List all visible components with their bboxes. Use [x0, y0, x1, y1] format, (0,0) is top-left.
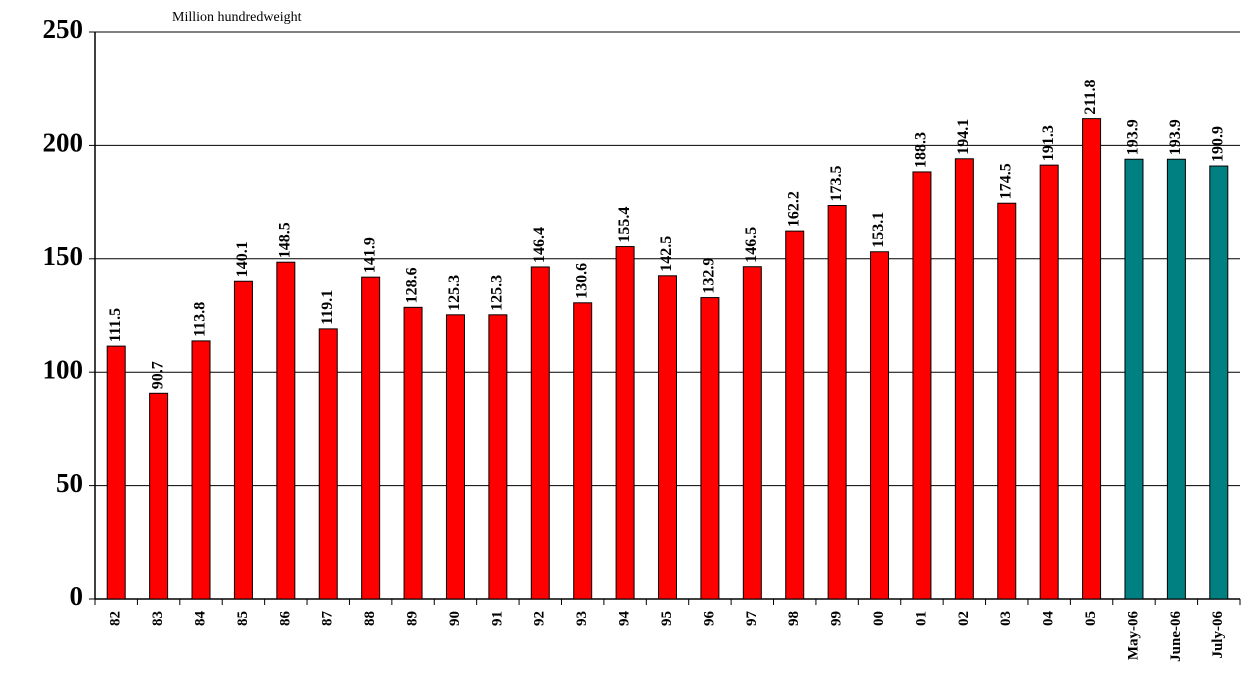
value-label: 111.5 [107, 308, 124, 342]
x-tick-label: 02 [956, 611, 972, 626]
x-tick-label: 87 [320, 611, 336, 627]
y-tick-label: 0 [70, 581, 84, 611]
value-label: 194.1 [955, 119, 972, 155]
bar [742, 266, 762, 600]
bar [912, 171, 932, 600]
value-label: 193.9 [1125, 119, 1142, 155]
value-label: 140.1 [234, 241, 251, 277]
x-tick-label: 92 [532, 611, 548, 626]
x-tick-label: 95 [659, 611, 675, 626]
value-label: 113.8 [192, 302, 209, 337]
value-label: 190.9 [1209, 126, 1226, 162]
value-label: 211.8 [1082, 80, 1099, 115]
x-tick-label: 84 [192, 611, 208, 627]
value-label: 119.1 [319, 290, 336, 325]
bar [1039, 164, 1059, 600]
x-tick-label: 88 [362, 611, 378, 626]
x-tick-label: 98 [786, 611, 802, 626]
value-label: 162.2 [785, 191, 802, 227]
y-tick-label: 50 [56, 468, 83, 498]
bar [1124, 158, 1144, 600]
bar [785, 230, 805, 600]
x-tick-label: June-06 [1168, 611, 1184, 662]
value-label: 125.3 [446, 275, 463, 311]
value-label: 148.5 [277, 222, 294, 258]
y-tick-label: 150 [43, 241, 84, 271]
value-label: 128.6 [404, 267, 421, 303]
bar [191, 340, 211, 600]
value-label: 188.3 [913, 132, 930, 168]
x-tick-label: 93 [574, 611, 590, 626]
value-label: 142.5 [658, 236, 675, 272]
bar [530, 266, 550, 600]
value-label: 191.3 [1040, 125, 1057, 161]
x-tick-label: 97 [744, 611, 760, 627]
bar [445, 314, 465, 600]
value-label: 130.6 [573, 263, 590, 299]
bar [1082, 118, 1102, 600]
value-label: 146.5 [743, 227, 760, 263]
bar [1209, 165, 1229, 600]
bar [573, 302, 593, 600]
x-tick-label: May-06 [1125, 611, 1141, 661]
bar [403, 306, 423, 600]
bar [997, 202, 1017, 600]
value-label: 125.3 [489, 275, 506, 311]
x-tick-label: 03 [998, 611, 1014, 626]
value-label: 153.1 [870, 212, 887, 248]
x-tick-label: 83 [150, 611, 166, 626]
x-tick-label: 04 [1041, 611, 1057, 627]
bar [276, 261, 296, 600]
y-tick-label: 250 [43, 14, 84, 44]
value-label: 132.9 [701, 258, 718, 294]
y-tick-label: 100 [43, 354, 84, 384]
bar [954, 158, 974, 600]
value-label: 155.4 [616, 207, 633, 243]
x-tick-label: 05 [1083, 611, 1099, 626]
x-tick-label: July-06 [1210, 611, 1226, 659]
value-label: 173.5 [828, 166, 845, 202]
value-label: 146.4 [531, 227, 548, 263]
bar [870, 251, 890, 600]
x-tick-label: 99 [829, 611, 845, 626]
value-label: 90.7 [149, 361, 166, 389]
bar [488, 314, 508, 600]
x-tick-label: 94 [617, 611, 633, 627]
value-label: 174.5 [997, 163, 1014, 199]
x-tick-label: 82 [108, 611, 124, 626]
bar [700, 297, 720, 600]
value-label: 193.9 [1167, 119, 1184, 155]
value-label: 141.9 [361, 237, 378, 273]
x-tick-label: 90 [447, 611, 463, 626]
bar [658, 275, 677, 600]
bar [318, 328, 338, 600]
x-tick-label: 91 [489, 611, 505, 626]
x-tick-label: 85 [235, 611, 251, 626]
x-tick-label: 89 [404, 611, 420, 626]
bar [233, 280, 253, 600]
unit-label: Million hundredweight [172, 10, 302, 25]
x-tick-label: 86 [277, 611, 293, 627]
bar [1166, 158, 1186, 600]
x-tick-label: 96 [701, 611, 717, 627]
y-tick-label: 200 [43, 128, 84, 158]
x-tick-label: 01 [913, 611, 929, 626]
bar [615, 246, 635, 600]
bar [827, 205, 847, 600]
x-tick-label: 00 [871, 611, 887, 626]
bar [106, 345, 126, 600]
bar [149, 392, 169, 600]
bar [361, 276, 381, 600]
